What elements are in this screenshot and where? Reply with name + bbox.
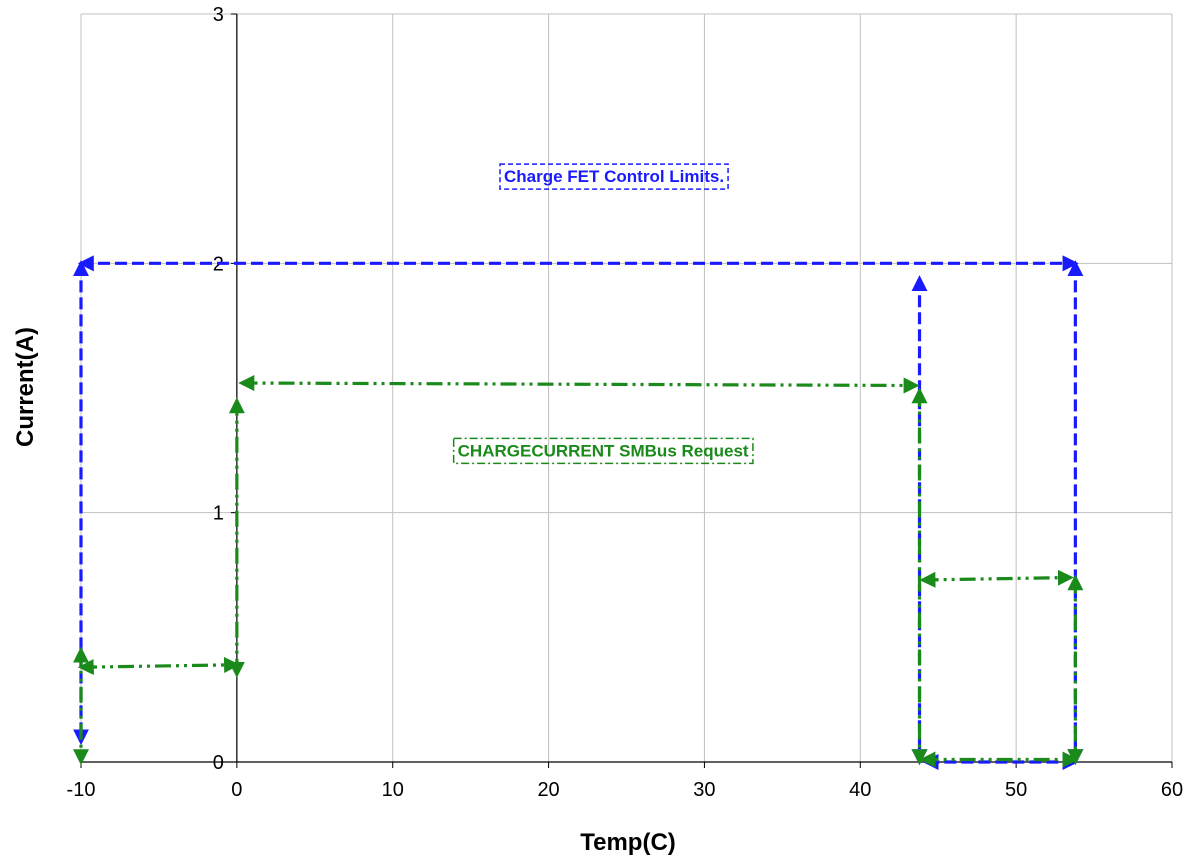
annotation-text: Charge FET Control Limits. <box>504 167 724 186</box>
y-tick-label: 3 <box>213 4 224 26</box>
x-tick-label: 50 <box>1005 779 1027 801</box>
x-tick-label: 20 <box>537 779 559 801</box>
x-tick-label: 30 <box>693 779 715 801</box>
y-axis-title: Current(A) <box>12 327 39 447</box>
gridlines <box>80 13 1173 763</box>
fet-annotation: Charge FET Control Limits. <box>499 163 729 190</box>
annotation-text: CHARGECURRENT SMBus Request <box>458 441 749 460</box>
request-annotation: CHARGECURRENT SMBus Request <box>452 437 754 465</box>
y-tick-label: 0 <box>213 752 224 774</box>
x-tick-label: 40 <box>849 779 871 801</box>
smbus-request-segment <box>77 656 241 676</box>
annotations: Charge FET Control Limits. CHARGECURRENT … <box>452 163 754 465</box>
x-tick-label: 0 <box>231 779 242 801</box>
y-tick-label: 1 <box>213 503 224 525</box>
x-tick-label: -10 <box>67 779 96 801</box>
annotation-box <box>499 163 729 190</box>
smbus-request-segment <box>238 375 920 394</box>
x-tick-label: 10 <box>382 779 404 801</box>
annotation-box <box>452 437 754 465</box>
x-axis-title: Temp(C) <box>580 829 676 856</box>
x-tick-label: 60 <box>1161 779 1183 801</box>
smbus-request-segment <box>919 569 1074 588</box>
series <box>73 255 1084 770</box>
